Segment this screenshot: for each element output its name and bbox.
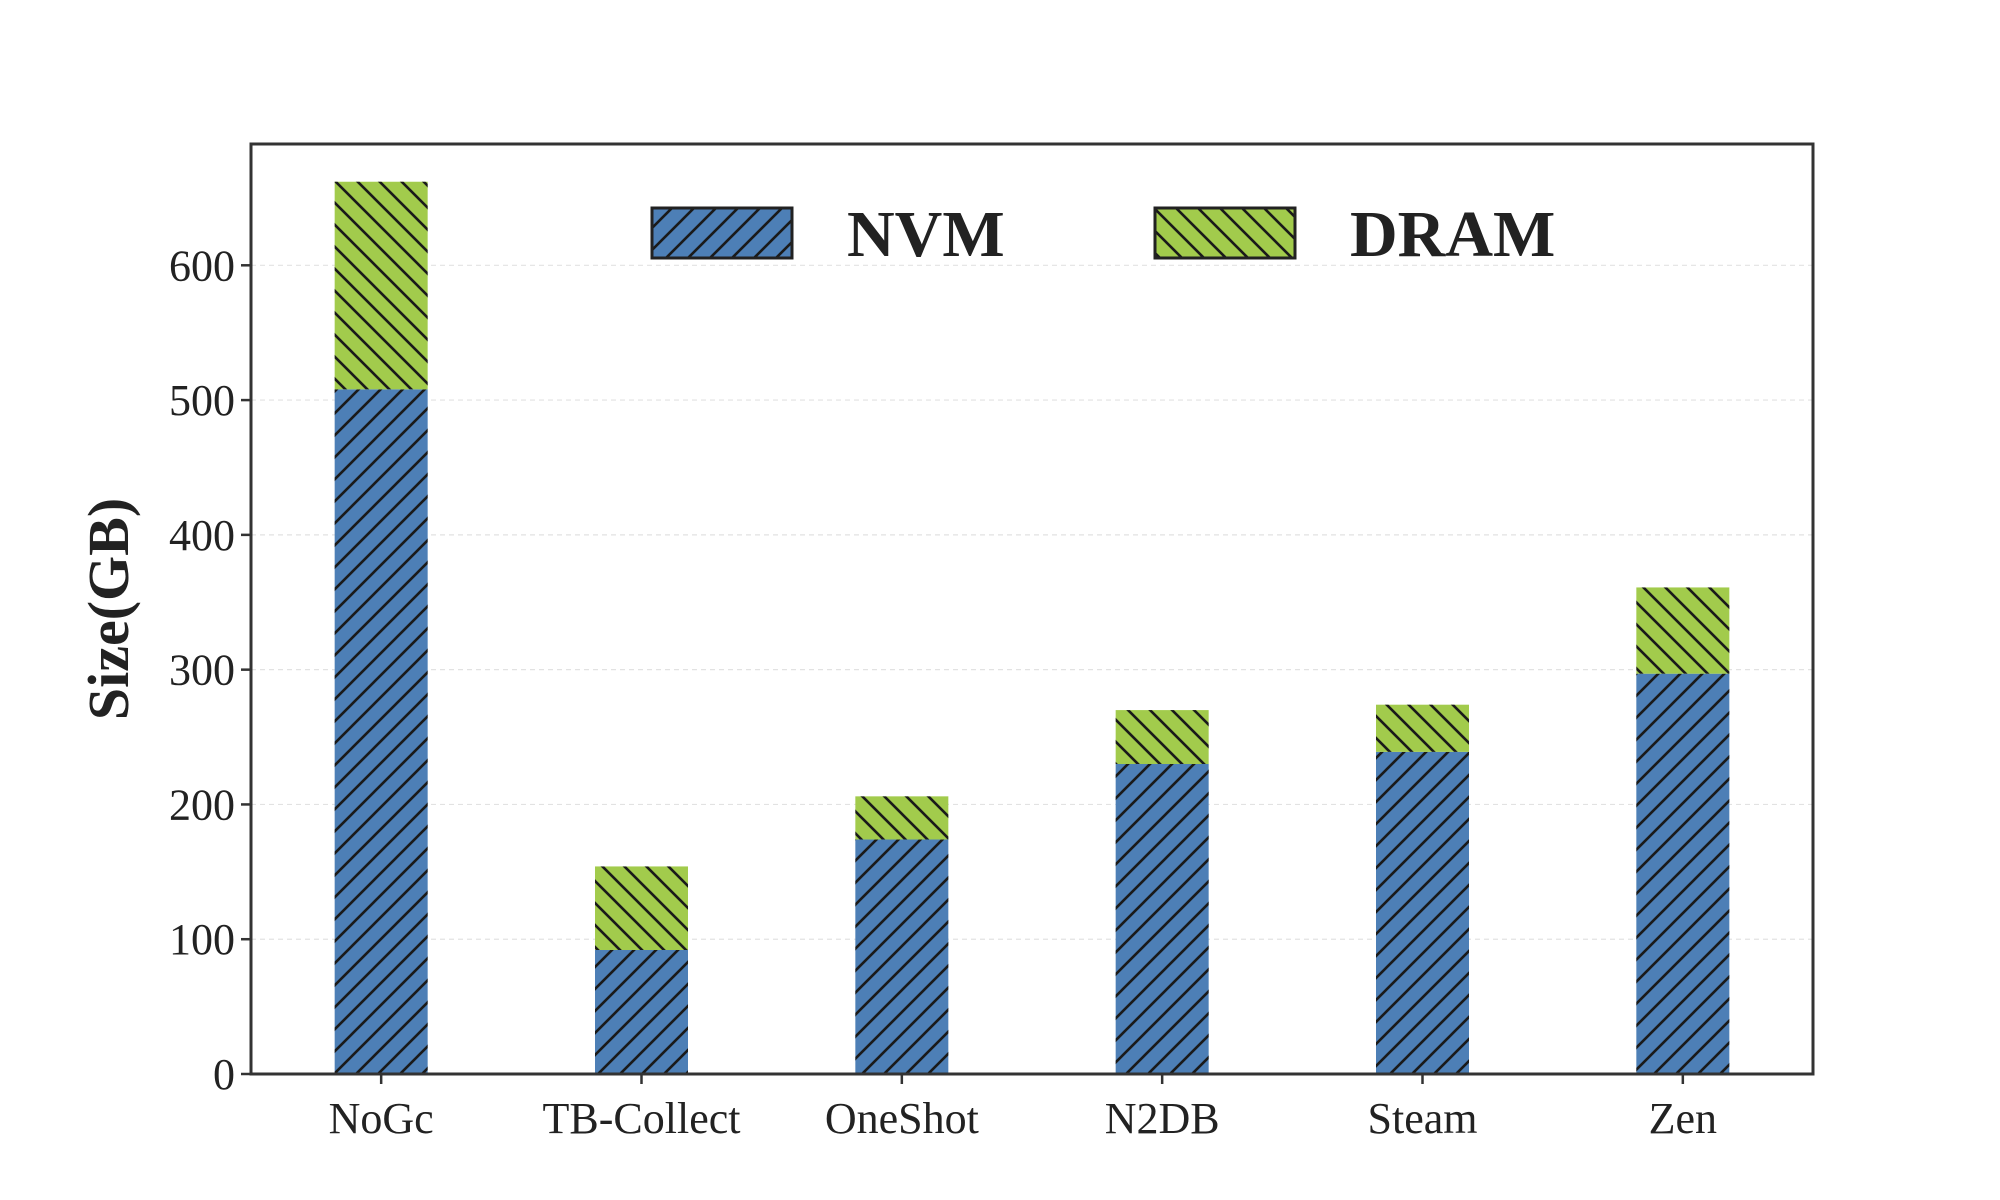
y-tick-label-500: 500 <box>169 376 235 425</box>
x-tick-label-zen: Zen <box>1649 1094 1717 1143</box>
gridlines <box>251 264 1813 940</box>
y-tick-label-0: 0 <box>213 1050 235 1099</box>
plot-frame <box>249 142 1815 1076</box>
bar-dram-steam-hatch <box>1376 704 1469 752</box>
bar-nvm-tb-collect-hatch <box>595 950 688 1074</box>
y-tick-label-400: 400 <box>169 511 235 560</box>
legend: NVM DRAM <box>650 198 1555 271</box>
y-tick-label-200: 200 <box>169 780 235 829</box>
bar-dram-nogc-hatch <box>334 181 428 390</box>
legend-swatch-dram-hatch <box>1153 206 1297 260</box>
bar-nvm-zen-hatch <box>1636 673 1730 1074</box>
bar-nvm-steam-hatch <box>1376 751 1469 1074</box>
bar-nvm-n2db-hatch <box>1115 764 1209 1074</box>
legend-label-dram: DRAM <box>1350 198 1555 271</box>
y-tick-label-600: 600 <box>169 241 235 290</box>
bars <box>334 181 1730 1075</box>
bar-dram-tb-collect-hatch <box>595 866 688 950</box>
y-tick-label-300: 300 <box>169 646 235 695</box>
y-tick-label-100: 100 <box>169 915 235 964</box>
x-tick-label-nogc: NoGc <box>329 1094 434 1143</box>
x-tick-label-oneshot: OneShot <box>825 1094 979 1143</box>
bar-dram-n2db-hatch <box>1115 710 1209 764</box>
x-tick-label-tb-collect: TB-Collect <box>543 1094 741 1143</box>
bar-nvm-nogc-hatch <box>334 389 428 1075</box>
x-tick-label-n2db: N2DB <box>1105 1094 1220 1143</box>
y-axis: 0 100 200 300 400 500 600 <box>169 241 251 1099</box>
legend-label-nvm: NVM <box>847 198 1005 271</box>
legend-swatch-nvm-hatch <box>650 206 794 260</box>
bar-dram-zen-hatch <box>1636 587 1730 674</box>
bar-nvm-oneshot-hatch <box>855 839 949 1074</box>
y-axis-label: Size(GB) <box>76 498 141 720</box>
x-tick-label-steam: Steam <box>1368 1094 1478 1143</box>
bar-dram-oneshot-hatch <box>855 796 949 840</box>
x-axis: NoGc TB-Collect OneShot N2DB Steam Zen <box>329 1074 1717 1143</box>
